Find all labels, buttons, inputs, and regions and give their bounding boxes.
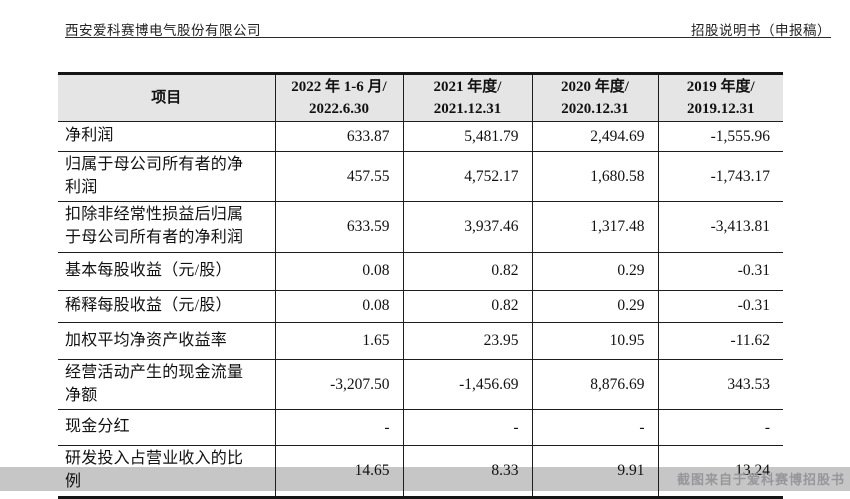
column-header-line2: 2020.12.31	[561, 101, 629, 117]
column-header-2022: 2022 年 1-6 月/ 2022.6.30	[274, 73, 404, 122]
cell-value: 8.33	[402, 445, 533, 498]
table-header-row: 项目 2022 年 1-6 月/ 2022.6.30 2021 年度/ 2021…	[58, 73, 783, 122]
cell-value: -	[657, 409, 783, 447]
column-header-line2: 2021.12.31	[433, 101, 502, 117]
cell-value: -0.31	[657, 289, 783, 323]
row-label: 归属于母公司所有者的净利润	[58, 150, 276, 203]
table-row: 现金分红 - - - -	[58, 409, 783, 447]
table-row: 加权平均净资产收益率 1.65 23.95 10.95 -11.62	[58, 321, 783, 360]
cell-value: 343.53	[657, 358, 783, 411]
row-label: 加权平均净资产收益率	[58, 321, 276, 360]
column-header-line1: 2022 年 1-6 月/	[291, 78, 387, 95]
cell-value: -	[531, 409, 659, 447]
row-label: 现金分红	[58, 409, 276, 447]
row-label: 基本每股收益（元/股）	[58, 251, 276, 291]
table-row: 归属于母公司所有者的净利润 457.55 4,752.17 1,680.58 -…	[58, 150, 783, 203]
header-divider	[65, 37, 831, 38]
cell-value: 4,752.17	[402, 150, 533, 203]
table-row: 稀释每股收益（元/股） 0.08 0.82 0.29 -0.31	[58, 289, 783, 323]
cell-value: 0.08	[274, 289, 404, 323]
cell-value: 1,317.48	[531, 201, 659, 253]
cell-value: 13.24	[657, 445, 783, 498]
cell-value: -	[402, 409, 533, 447]
cell-value: 0.29	[531, 289, 659, 323]
row-label: 经营活动产生的现金流量净额	[58, 358, 276, 411]
column-header-2020: 2020 年度/ 2020.12.31	[531, 73, 659, 122]
table-row: 研发投入占营业收入的比例 14.65 8.33 9.91 13.24	[58, 445, 783, 498]
row-label: 稀释每股收益（元/股）	[58, 289, 276, 323]
cell-value: 633.87	[274, 121, 404, 152]
column-header-line2: 2019.12.31	[687, 101, 755, 117]
cell-value: 0.29	[531, 251, 659, 291]
cell-value: 9.91	[531, 445, 659, 498]
cell-value: 1,680.58	[531, 150, 659, 203]
cell-value: 1.65	[274, 321, 404, 360]
cell-value: 457.55	[274, 150, 404, 203]
column-header-item: 项目	[58, 73, 276, 122]
cell-value: 0.82	[402, 289, 533, 323]
cell-value: 5,481.79	[402, 121, 533, 152]
column-header-line1: 2020 年度/	[561, 78, 629, 95]
cell-value: -1,456.69	[402, 358, 533, 411]
cell-value: 2,494.69	[531, 121, 659, 152]
cell-value: 10.95	[531, 321, 659, 360]
cell-value: -3,207.50	[274, 358, 404, 411]
company-name: 西安爱科赛博电气股份有限公司	[65, 23, 261, 38]
cell-value: 0.08	[274, 251, 404, 291]
cell-value: 633.59	[274, 201, 404, 253]
column-header-2019: 2019 年度/ 2019.12.31	[657, 73, 783, 122]
document-title: 招股说明书（申报稿）	[691, 23, 831, 38]
cell-value: 3,937.46	[402, 201, 533, 253]
row-label: 扣除非经常性损益后归属于母公司所有者的净利润	[58, 201, 276, 253]
cell-value: -1,555.96	[657, 121, 783, 152]
column-header-line1: 2021 年度/	[433, 78, 502, 95]
cell-value: -	[274, 409, 404, 447]
table-row: 经营活动产生的现金流量净额 -3,207.50 -1,456.69 8,876.…	[58, 358, 783, 411]
cell-value: 23.95	[402, 321, 533, 360]
cell-value: 0.82	[402, 251, 533, 291]
cell-value: -11.62	[657, 321, 783, 360]
column-header-line1: 2019 年度/	[686, 78, 755, 95]
cell-value: -3,413.81	[657, 201, 783, 253]
cell-value: -1,743.17	[657, 150, 783, 203]
column-header-line2: 2022.6.30	[309, 101, 369, 117]
cell-value: 8,876.69	[531, 358, 659, 411]
column-header-line1: 项目	[151, 89, 182, 106]
document-header: 西安爱科赛博电气股份有限公司 招股说明书（申报稿）	[65, 19, 831, 38]
column-header-2021: 2021 年度/ 2021.12.31	[402, 73, 533, 122]
table-row: 净利润 633.87 5,481.79 2,494.69 -1,555.96	[58, 121, 783, 152]
cell-value: -0.31	[657, 251, 783, 291]
financial-summary-table: 项目 2022 年 1-6 月/ 2022.6.30 2021 年度/ 2021…	[58, 72, 783, 499]
row-label: 研发投入占营业收入的比例	[58, 445, 276, 498]
watermark-text: 截图来自于爱科赛博招股书	[676, 472, 845, 487]
row-label: 净利润	[58, 121, 276, 152]
cell-value: 14.65	[274, 445, 404, 498]
table-row: 扣除非经常性损益后归属于母公司所有者的净利润 633.59 3,937.46 1…	[58, 201, 783, 253]
table-row: 基本每股收益（元/股） 0.08 0.82 0.29 -0.31	[58, 251, 783, 291]
